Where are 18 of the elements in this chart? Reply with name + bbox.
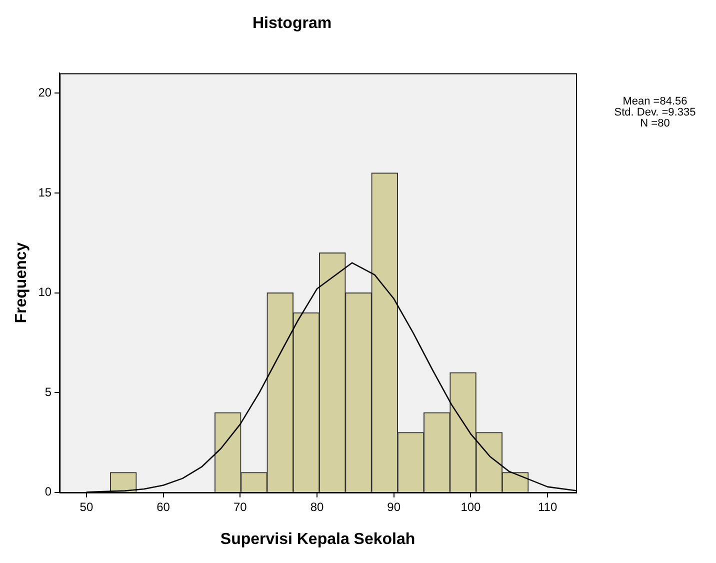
x-tick-label: 110 [538, 500, 558, 514]
x-tick-label: 100 [460, 500, 482, 514]
x-tick-label: 60 [156, 500, 170, 514]
chart-title: Histogram [252, 15, 332, 32]
x-tick-label: 90 [387, 500, 401, 514]
text: N =80 [640, 118, 670, 130]
y-tick-label: 10 [38, 285, 52, 300]
y-tick-label: 15 [38, 185, 52, 200]
text: Std. Dev. =9.335 [614, 106, 696, 119]
y-axis-title: Frequency [13, 242, 30, 324]
text: Mean =84.56 [622, 96, 688, 108]
y-tick-label: 20 [38, 85, 52, 100]
y-tick-label: 5 [44, 384, 52, 399]
y-tick-label: 0 [44, 484, 52, 499]
x-axis-title: Supervisi Kepala Sekolah [220, 530, 416, 548]
x-tick-label: 50 [80, 500, 94, 514]
x-tick-label: 70 [233, 500, 248, 514]
x-tick-label: 80 [310, 500, 324, 514]
